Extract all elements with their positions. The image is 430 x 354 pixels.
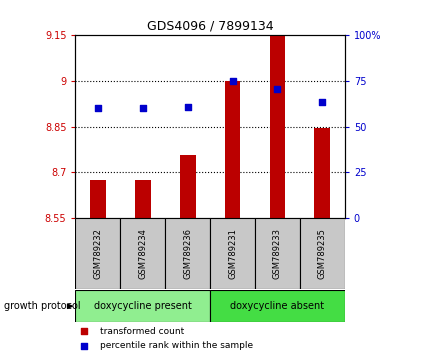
Bar [120,218,165,289]
Point [229,78,236,84]
Bar [299,218,344,289]
Point [273,86,280,91]
Point [184,104,190,110]
Bar [135,180,150,218]
Point [318,99,325,105]
Bar [90,180,105,218]
Bar [224,81,240,218]
Bar [75,290,210,322]
Point [80,343,87,348]
Bar [179,155,195,218]
Text: growth protocol: growth protocol [4,301,81,311]
Bar [269,35,285,218]
Bar [210,290,344,322]
Point [94,105,101,111]
Text: doxycycline present: doxycycline present [94,301,191,311]
Point [139,105,146,111]
Point [80,329,87,334]
Bar [255,218,299,289]
Text: percentile rank within the sample: percentile rank within the sample [99,341,252,350]
Text: GSM789233: GSM789233 [272,228,281,279]
Text: GSM789236: GSM789236 [183,228,192,279]
Text: transformed count: transformed count [99,327,184,336]
Text: GSM789232: GSM789232 [93,228,102,279]
Bar [75,218,120,289]
Text: doxycycline absent: doxycycline absent [230,301,324,311]
Title: GDS4096 / 7899134: GDS4096 / 7899134 [147,20,273,33]
Text: GSM789234: GSM789234 [138,228,147,279]
Bar [210,218,255,289]
Bar [314,128,329,218]
Bar [165,218,210,289]
Text: GSM789235: GSM789235 [317,228,326,279]
Text: GSM789231: GSM789231 [227,228,236,279]
